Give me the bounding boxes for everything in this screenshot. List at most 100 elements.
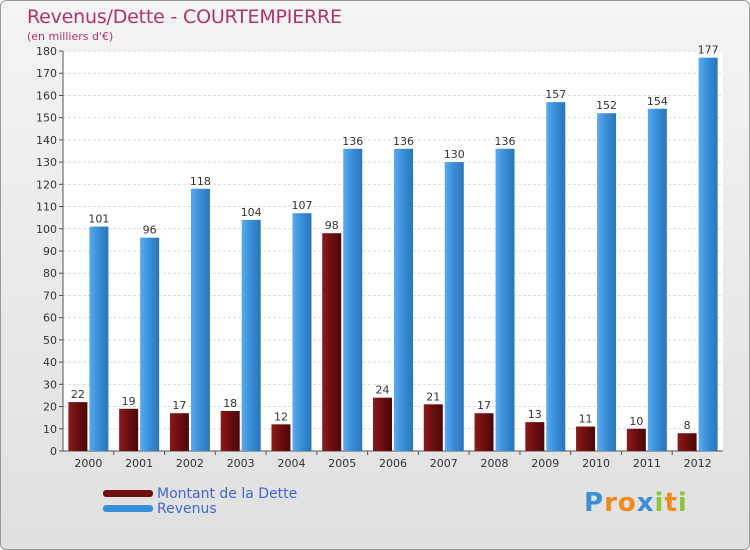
- bar-revenus: [394, 149, 413, 451]
- data-label-dette: 8: [684, 419, 691, 432]
- x-tick-label: 2010: [582, 457, 610, 470]
- data-label-dette: 24: [376, 384, 390, 397]
- y-tick-label: 50: [43, 334, 57, 347]
- y-tick-label: 30: [43, 378, 57, 391]
- bar-revenus: [496, 149, 515, 451]
- y-tick-label: 110: [36, 201, 57, 214]
- y-tick-label: 170: [36, 67, 57, 80]
- legend-swatch-dette: [103, 490, 153, 497]
- chart-frame: Revenus/Dette - COURTEMPIERRE (en millie…: [0, 0, 750, 550]
- x-tick-label: 2002: [176, 457, 204, 470]
- data-label-dette: 17: [172, 399, 186, 412]
- y-tick-label: 80: [43, 267, 57, 280]
- data-label-revenus: 118: [190, 175, 211, 188]
- y-tick-label: 60: [43, 312, 57, 325]
- bar-revenus: [292, 213, 311, 451]
- y-tick-label: 20: [43, 401, 57, 414]
- data-label-revenus: 157: [545, 88, 566, 101]
- x-tick-label: 2000: [74, 457, 102, 470]
- x-tick-label: 2004: [277, 457, 305, 470]
- bar-revenus: [597, 113, 616, 451]
- x-tick-label: 2009: [531, 457, 559, 470]
- bar-dette: [221, 411, 240, 451]
- data-label-dette: 12: [274, 410, 288, 423]
- proxiti-logo: Proxiti: [584, 488, 688, 518]
- y-tick-label: 0: [50, 445, 57, 458]
- logo-letter: P: [584, 488, 604, 518]
- bar-dette: [424, 404, 443, 451]
- data-label-revenus: 101: [88, 213, 109, 226]
- bar-dette: [119, 409, 138, 451]
- data-label-dette: 10: [629, 415, 643, 428]
- data-label-revenus: 136: [393, 135, 414, 148]
- data-label-dette: 13: [528, 408, 542, 421]
- x-tick-label: 2001: [125, 457, 153, 470]
- y-tick-label: 180: [36, 45, 57, 58]
- y-tick-label: 130: [36, 156, 57, 169]
- legend-item-revenus: Revenus: [103, 502, 363, 517]
- bar-revenus: [699, 58, 718, 451]
- bar-dette: [68, 402, 87, 451]
- y-tick-label: 70: [43, 289, 57, 302]
- y-tick-label: 10: [43, 423, 57, 436]
- bar-revenus: [546, 102, 565, 451]
- data-label-revenus: 177: [698, 44, 719, 57]
- y-tick-label: 120: [36, 178, 57, 191]
- data-label-revenus: 152: [596, 99, 617, 112]
- legend-swatch-revenus: [103, 505, 153, 512]
- x-tick-label: 2011: [633, 457, 661, 470]
- bar-chart: 0 10 20 30 40 50 60 70 80 90 100 110 120 130 140 150 160…: [1, 1, 750, 550]
- data-label-dette: 18: [223, 397, 237, 410]
- y-tick-label: 100: [36, 223, 57, 236]
- bar-revenus: [343, 149, 362, 451]
- y-tick-label: 150: [36, 112, 57, 125]
- bar-dette: [576, 427, 595, 451]
- bar-revenus: [648, 109, 667, 451]
- logo-letter: x: [637, 488, 655, 518]
- data-label-dette: 98: [325, 219, 339, 232]
- logo-letter: i: [655, 488, 665, 518]
- data-label-revenus: 104: [241, 206, 262, 219]
- data-label-revenus: 154: [647, 95, 668, 108]
- bar-revenus: [140, 238, 159, 451]
- y-tick-label: 140: [36, 134, 57, 147]
- legend-item-dette: Montant de la Dette: [103, 487, 363, 502]
- bar-dette: [678, 433, 697, 451]
- logo-letter: r: [604, 488, 618, 518]
- data-label-dette: 17: [477, 399, 491, 412]
- legend: Montant de la Dette Revenus: [103, 487, 363, 517]
- logo-letter: o: [618, 488, 637, 518]
- bar-dette: [322, 233, 341, 451]
- logo-letter: t: [664, 488, 677, 518]
- data-label-revenus: 107: [291, 199, 312, 212]
- data-label-revenus: 96: [143, 224, 157, 237]
- y-tick-label: 40: [43, 356, 57, 369]
- data-label-dette: 19: [122, 395, 136, 408]
- y-tick-label: 90: [43, 245, 57, 258]
- data-label-dette: 11: [579, 413, 593, 426]
- x-tick-label: 2012: [684, 457, 712, 470]
- x-tick-label: 2007: [430, 457, 458, 470]
- bar-dette: [627, 429, 646, 451]
- bar-dette: [373, 398, 392, 451]
- y-tick-label: 160: [36, 89, 57, 102]
- bar-revenus: [242, 220, 261, 451]
- bar-dette: [525, 422, 544, 451]
- bar-dette: [170, 413, 189, 451]
- data-label-revenus: 130: [444, 148, 465, 161]
- logo-letter: i: [678, 488, 688, 518]
- x-tick-label: 2006: [379, 457, 407, 470]
- data-label-revenus: 136: [342, 135, 363, 148]
- x-tick-label: 2008: [481, 457, 509, 470]
- data-label-revenus: 136: [495, 135, 516, 148]
- data-label-dette: 22: [71, 388, 85, 401]
- bar-revenus: [191, 189, 210, 451]
- x-tick-label: 2005: [328, 457, 356, 470]
- data-label-dette: 21: [426, 390, 440, 403]
- x-tick-label: 2003: [227, 457, 255, 470]
- bar-revenus: [445, 162, 464, 451]
- bar-revenus: [89, 227, 108, 451]
- bar-dette: [271, 424, 290, 451]
- bar-dette: [475, 413, 494, 451]
- legend-label-dette: Montant de la Dette: [157, 486, 297, 502]
